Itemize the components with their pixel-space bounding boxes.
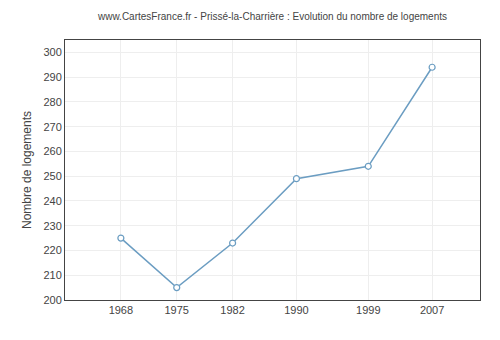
svg-text:200: 200 xyxy=(43,294,61,306)
svg-text:1968: 1968 xyxy=(109,304,133,316)
svg-text:250: 250 xyxy=(43,170,61,182)
svg-text:300: 300 xyxy=(43,46,61,58)
svg-text:290: 290 xyxy=(43,71,61,83)
svg-text:www.CartesFrance.fr - Prissé-l: www.CartesFrance.fr - Prissé-la-Charrièr… xyxy=(97,11,447,22)
svg-text:260: 260 xyxy=(43,145,61,157)
svg-text:280: 280 xyxy=(43,96,61,108)
svg-text:230: 230 xyxy=(43,220,61,232)
svg-text:1982: 1982 xyxy=(220,304,244,316)
svg-text:1975: 1975 xyxy=(164,304,188,316)
svg-text:Nombre de logements: Nombre de logements xyxy=(20,111,34,229)
svg-text:1990: 1990 xyxy=(284,304,308,316)
svg-text:270: 270 xyxy=(43,121,61,133)
svg-text:1999: 1999 xyxy=(356,304,380,316)
svg-text:220: 220 xyxy=(43,244,61,256)
svg-text:240: 240 xyxy=(43,195,61,207)
svg-text:2007: 2007 xyxy=(420,304,444,316)
svg-text:210: 210 xyxy=(43,269,61,281)
